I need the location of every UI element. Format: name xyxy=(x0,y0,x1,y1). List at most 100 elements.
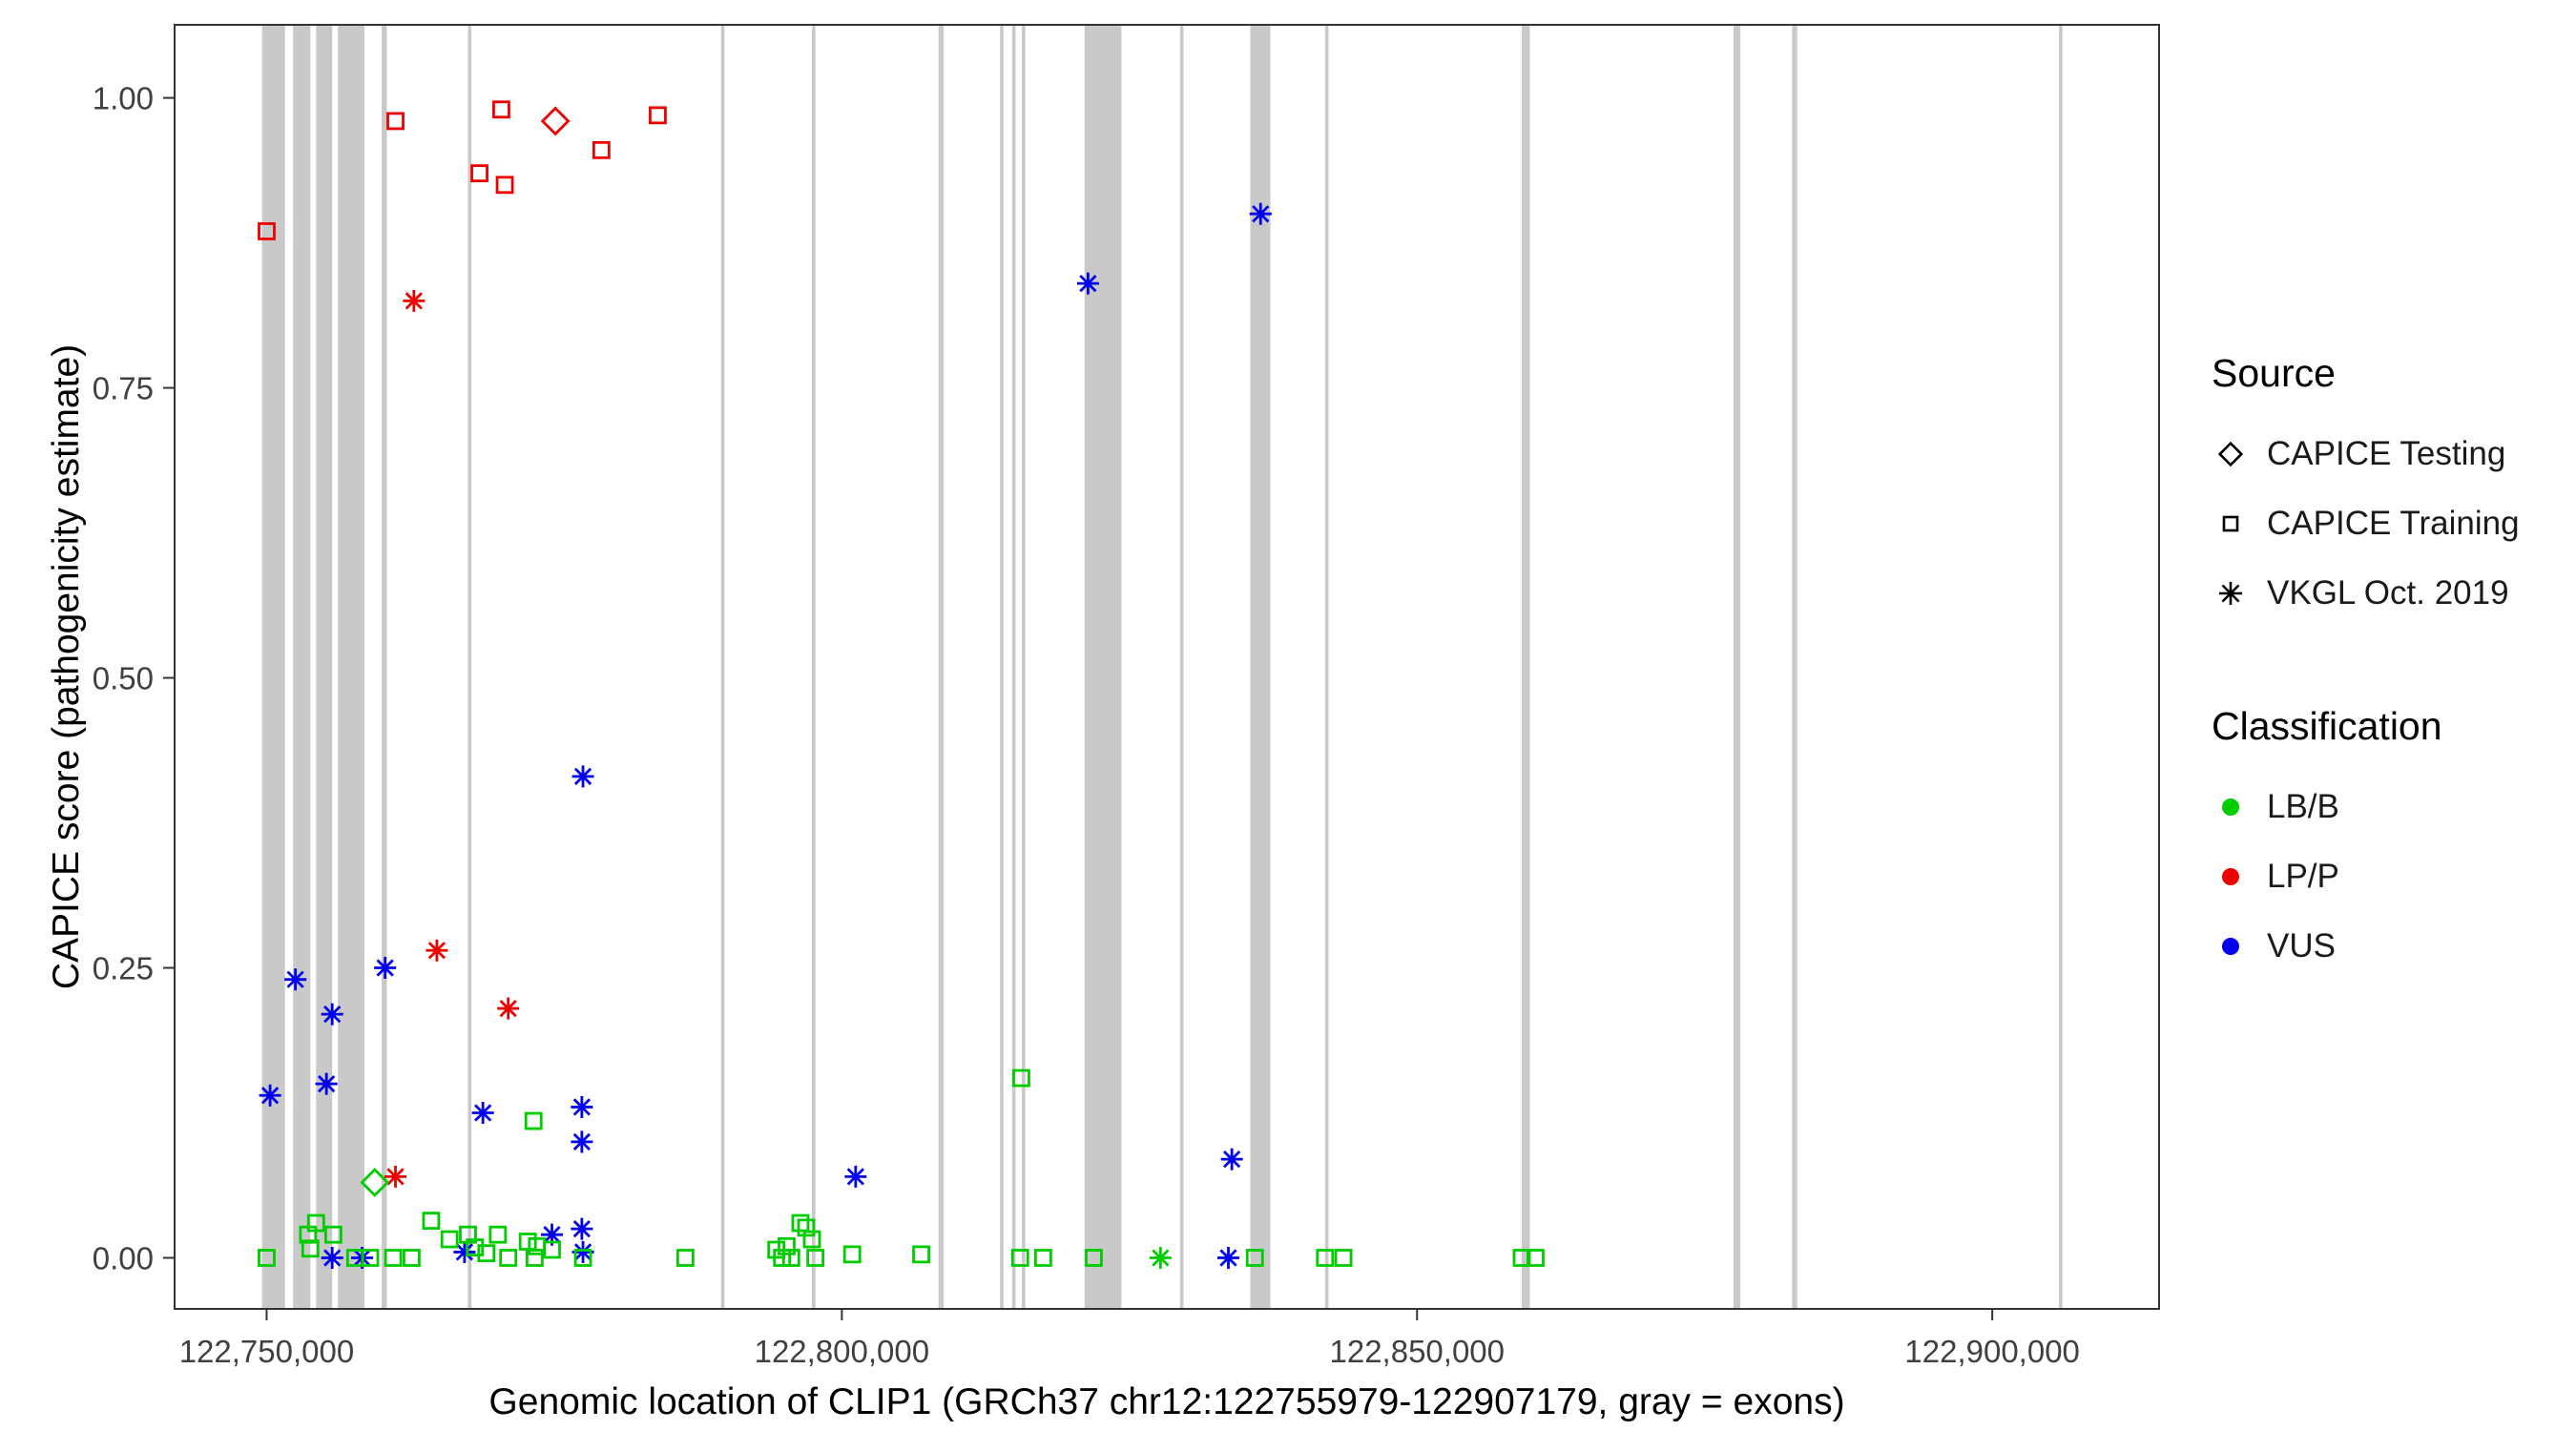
data-point xyxy=(1245,1249,1264,1267)
legend-group-source: Source CAPICE Testing CAPICE Training xyxy=(2212,351,2520,628)
data-point xyxy=(384,1165,407,1188)
data-point xyxy=(488,1225,508,1244)
data-point xyxy=(360,1168,390,1197)
data-point xyxy=(374,957,397,980)
exon-bar xyxy=(338,26,364,1308)
exon-bar xyxy=(467,26,472,1308)
data-point xyxy=(321,1247,343,1270)
exon-bar xyxy=(1179,26,1184,1308)
data-point xyxy=(306,1213,325,1233)
exon-bar xyxy=(1084,26,1122,1308)
exon-bar xyxy=(316,26,333,1308)
data-point xyxy=(492,100,510,119)
exon-bar xyxy=(293,26,311,1308)
data-point xyxy=(1249,202,1272,225)
legend-label-vus: VUS xyxy=(2267,926,2336,964)
y-tick-label: 1.00 xyxy=(93,81,154,116)
exon-bar xyxy=(2059,26,2063,1308)
x-tick-label: 122,850,000 xyxy=(1330,1334,1506,1369)
data-point xyxy=(543,1240,561,1259)
data-point xyxy=(471,1102,494,1125)
legend-group-classification: Classification LB/B LP/P VUS xyxy=(2212,704,2520,981)
data-point xyxy=(453,1240,476,1263)
diamond-icon xyxy=(2217,441,2244,467)
data-point xyxy=(649,106,667,125)
data-point xyxy=(842,1245,862,1264)
exon-bar xyxy=(261,26,285,1308)
legend-item-vkgl: VKGL Oct. 2019 xyxy=(2212,558,2520,628)
lpp-dot-icon xyxy=(2222,867,2239,885)
data-point xyxy=(321,1003,343,1026)
y-tick-label: 0.50 xyxy=(93,661,154,696)
data-point xyxy=(426,939,448,962)
data-point xyxy=(386,112,405,131)
data-point xyxy=(466,1238,485,1256)
exon-bar xyxy=(1324,26,1329,1308)
data-point xyxy=(778,1236,796,1255)
vus-dot-icon xyxy=(2222,937,2239,955)
legend-label-vkgl: VKGL Oct. 2019 xyxy=(2267,573,2509,612)
data-point xyxy=(499,1249,518,1267)
panel-border xyxy=(174,24,2160,1310)
x-axis-title: Genomic location of CLIP1 (GRCh37 chr12:… xyxy=(488,1381,1845,1422)
data-point xyxy=(1527,1249,1545,1267)
data-point xyxy=(791,1213,810,1233)
data-point xyxy=(470,164,488,183)
data-point xyxy=(806,1249,825,1267)
data-point xyxy=(323,1225,343,1244)
data-point xyxy=(495,176,514,195)
exon-bar xyxy=(382,26,387,1308)
legend-label-lpp: LP/P xyxy=(2267,857,2339,895)
lbb-dot-icon xyxy=(2222,798,2239,816)
legend-label-lbb: LB/B xyxy=(2267,787,2339,825)
data-point xyxy=(797,1218,816,1237)
data-point xyxy=(258,1249,276,1267)
data-point xyxy=(1220,1148,1243,1171)
y-axis-title: CAPICE score (pathogenicity estimate) xyxy=(46,343,87,990)
data-point xyxy=(301,1239,320,1258)
data-point xyxy=(844,1165,867,1188)
exon-bar xyxy=(1011,26,1016,1308)
legend-item-lbb: LB/B xyxy=(2212,772,2520,841)
legend-item-capice-testing: CAPICE Testing xyxy=(2212,419,2520,488)
data-point xyxy=(571,1130,593,1153)
data-point xyxy=(1033,1249,1052,1267)
legend-title-classification: Classification xyxy=(2212,704,2442,748)
data-point xyxy=(1149,1247,1172,1270)
exon-bar xyxy=(812,26,816,1308)
exon-bar xyxy=(1250,26,1271,1308)
legend-item-vus: VUS xyxy=(2212,911,2520,981)
x-tick-label: 122,900,000 xyxy=(1904,1334,2080,1369)
data-point xyxy=(540,106,571,136)
data-point xyxy=(258,222,276,240)
data-point xyxy=(384,1249,403,1267)
asterisk-icon xyxy=(2219,581,2242,605)
data-point xyxy=(1512,1249,1531,1267)
y-tick-label: 0.75 xyxy=(93,371,154,406)
exon-bar xyxy=(1521,26,1530,1308)
legend-label-capice-training: CAPICE Training xyxy=(2267,504,2520,542)
data-point xyxy=(518,1233,537,1251)
data-point xyxy=(573,1249,592,1267)
data-point xyxy=(1316,1249,1335,1267)
legend-item-capice-training: CAPICE Training xyxy=(2212,488,2520,558)
legend-item-lpp: LP/P xyxy=(2212,841,2520,911)
exon-bar xyxy=(720,26,725,1308)
data-point xyxy=(477,1244,496,1263)
data-point xyxy=(1334,1249,1353,1267)
data-point xyxy=(571,1095,593,1118)
data-point xyxy=(1076,272,1099,295)
data-point xyxy=(497,997,520,1020)
data-point xyxy=(1012,1068,1030,1088)
data-point xyxy=(361,1249,380,1267)
data-point xyxy=(675,1249,695,1267)
data-point xyxy=(524,1111,543,1130)
legend: Source CAPICE Testing CAPICE Training xyxy=(2212,351,2520,981)
exon-bar xyxy=(1792,26,1797,1308)
exon-bar xyxy=(1022,26,1026,1308)
data-point xyxy=(1217,1247,1240,1270)
data-point xyxy=(315,1072,338,1095)
data-point xyxy=(912,1245,930,1264)
data-point xyxy=(440,1230,459,1249)
data-point xyxy=(284,968,307,991)
